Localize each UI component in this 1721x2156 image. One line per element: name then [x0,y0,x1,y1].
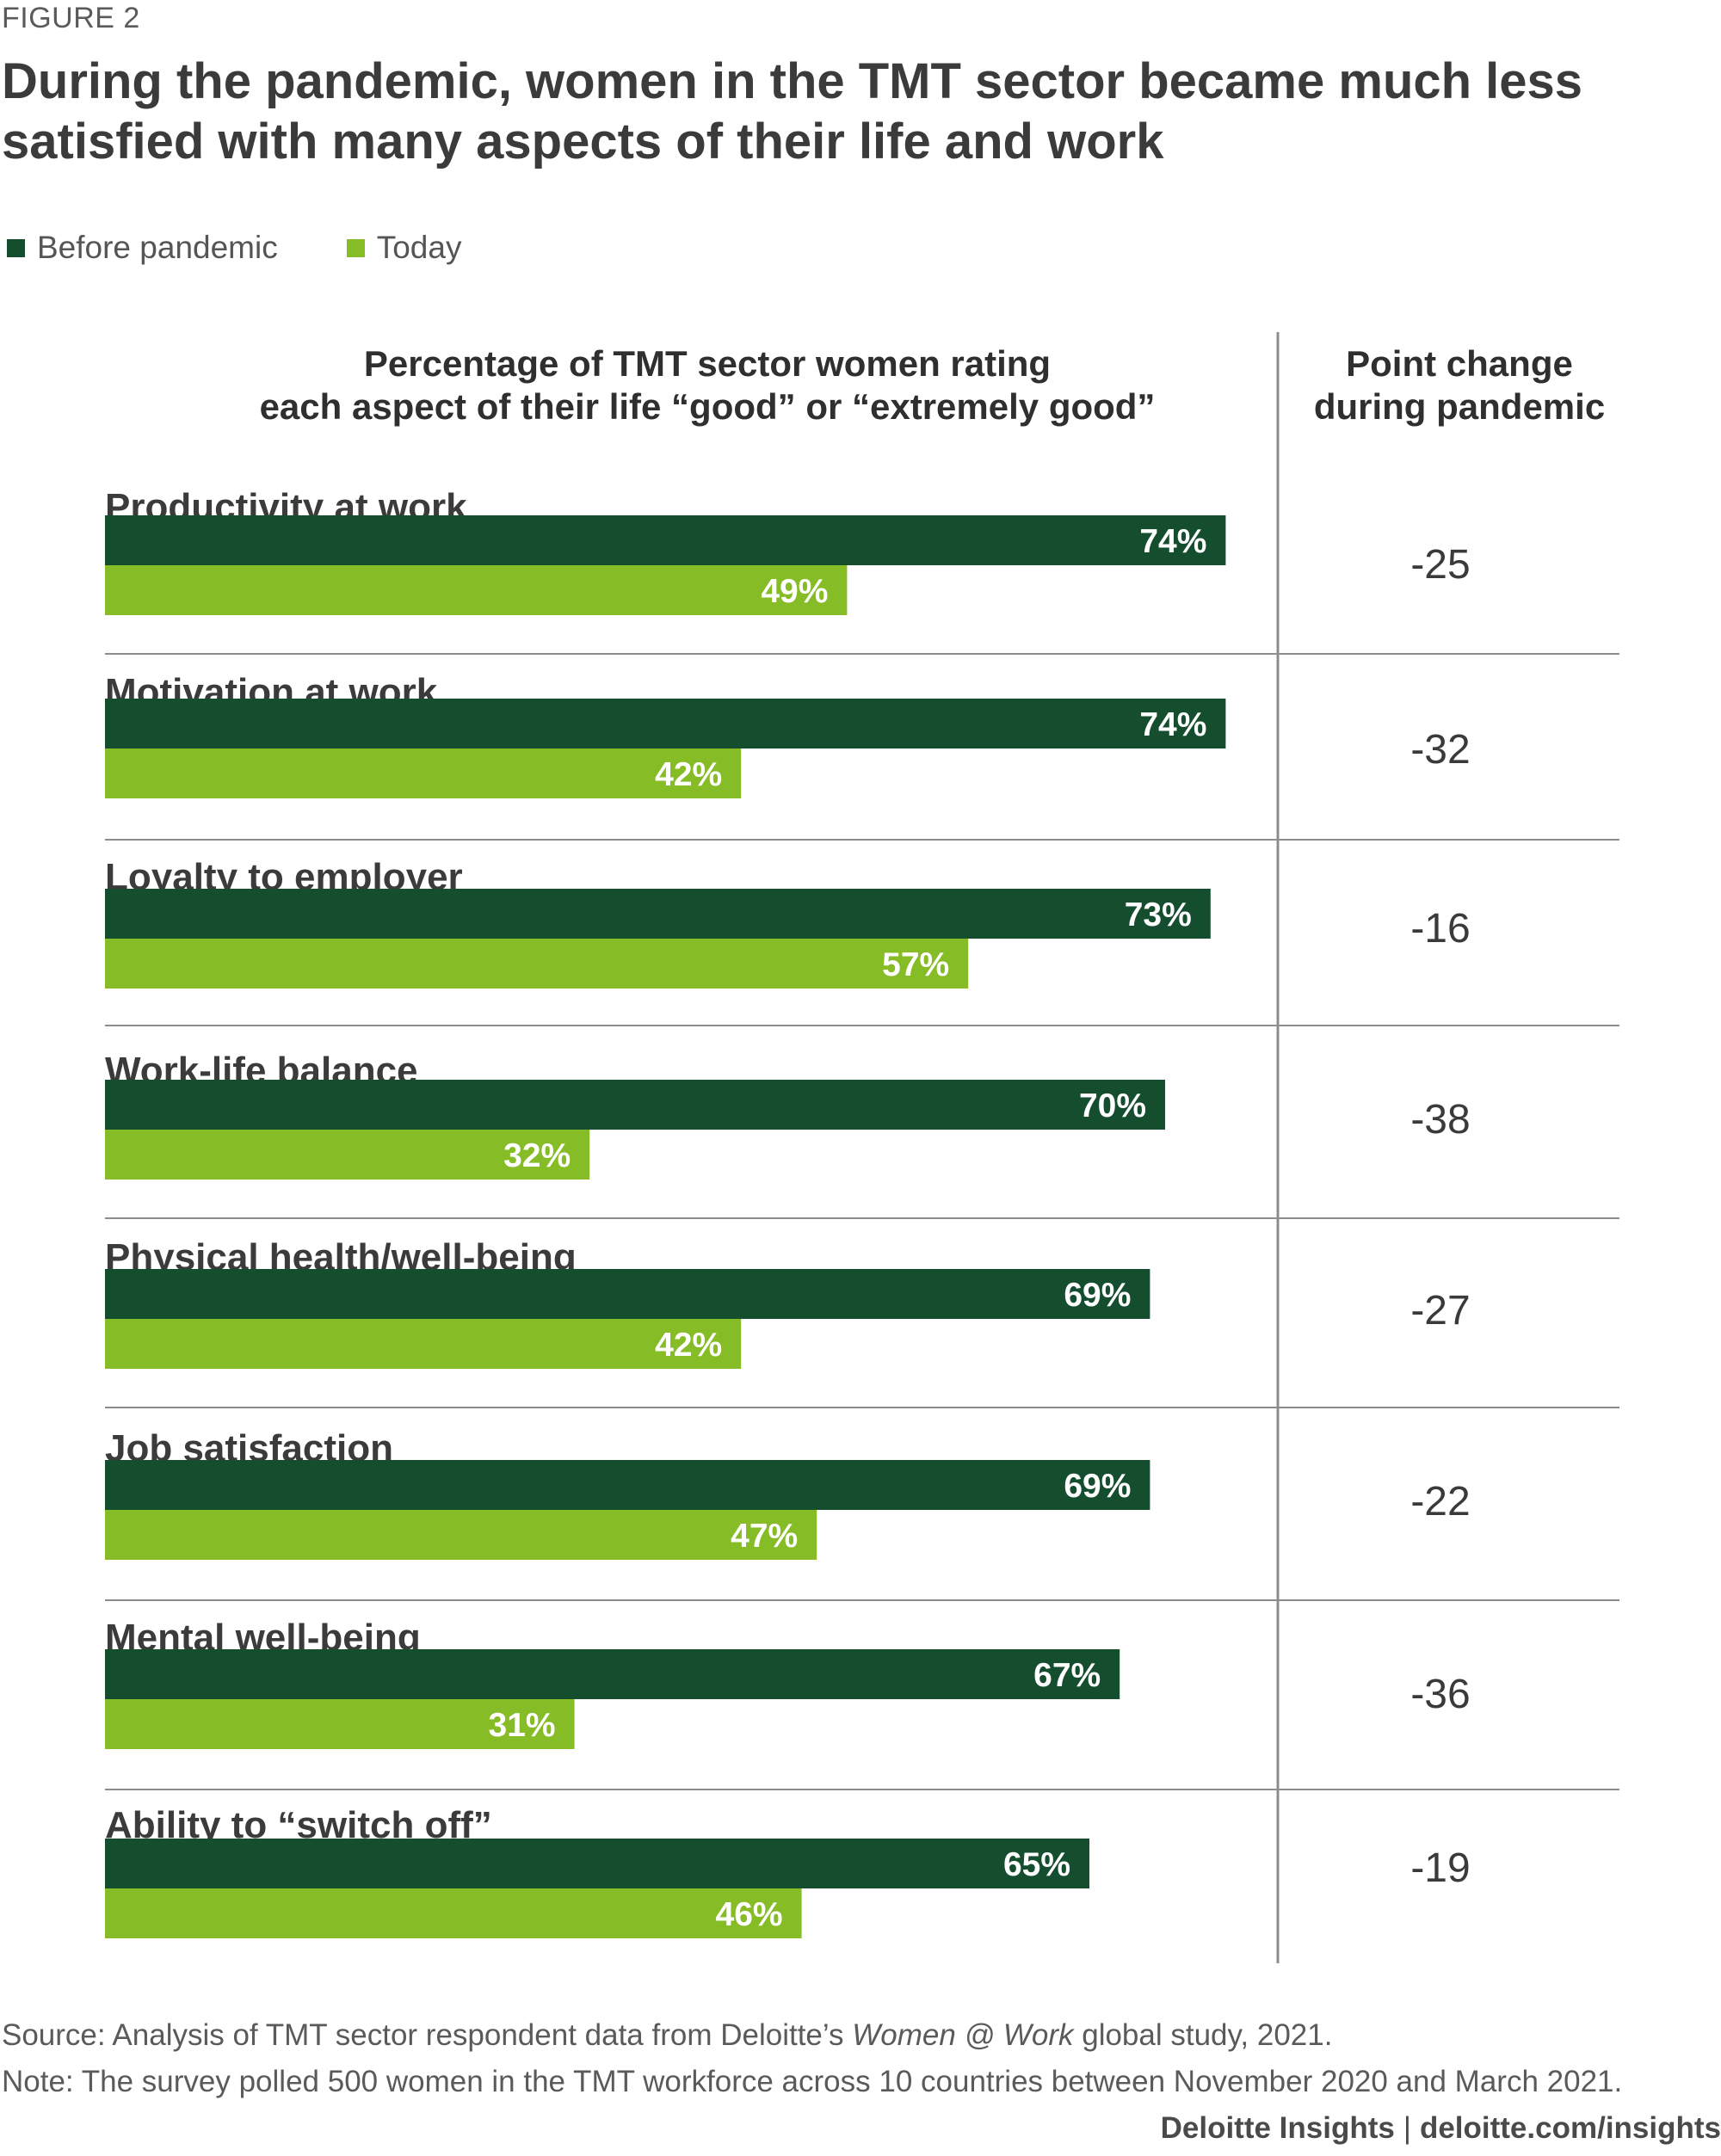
legend-label-today: Today [376,230,462,265]
value-label-today: 31% [489,1707,556,1744]
legend-item-before: Before pandemic [7,230,278,266]
bar-chart: Productivity at work74%49%-25Motivation … [105,332,1619,1963]
column-header-point-change: Point change during pandemic [1279,342,1640,428]
source-suffix: global study, 2021. [1073,2018,1333,2052]
bar-today [105,1510,817,1560]
bar-today [105,1130,590,1180]
legend-item-today: Today [346,230,462,266]
value-label-before: 74% [1139,706,1206,743]
value-label-before: 74% [1139,523,1206,560]
bar-before-pandemic [105,1080,1165,1130]
bar-today [105,748,742,798]
point-change-value: -25 [1410,542,1470,588]
value-label-today: 49% [761,573,828,610]
source-note: Source: Analysis of TMT sector responden… [2,2018,1332,2053]
legend-label-before: Before pandemic [37,230,278,265]
column-header-point-change-line1: Point change [1346,343,1573,384]
value-label-before: 70% [1079,1087,1146,1124]
bar-before-pandemic [105,889,1211,939]
value-label-today: 42% [655,756,722,793]
point-change-value: -27 [1410,1288,1470,1334]
bar-today [105,1888,802,1938]
value-label-today: 46% [716,1896,783,1933]
bar-before-pandemic [105,699,1226,748]
value-label-before: 73% [1125,896,1192,933]
credit-separator: | [1403,2111,1411,2145]
legend-swatch-before [7,238,25,257]
bar-today [105,1699,575,1749]
point-change-value: -38 [1410,1097,1470,1143]
value-label-today: 57% [882,946,949,983]
value-label-before: 69% [1064,1468,1131,1505]
chart-title: During the pandemic, women in the TMT se… [2,53,1583,169]
bar-today [105,565,848,615]
legend: Before pandemic Today [7,229,530,267]
point-change-value: -32 [1410,727,1470,773]
value-label-before: 67% [1033,1657,1101,1694]
legend-swatch-today [346,238,365,257]
point-change-value: -16 [1410,906,1470,952]
point-change-value: -22 [1410,1479,1470,1525]
bar-before-pandemic [105,1269,1150,1319]
bar-today [105,939,969,989]
point-change-value: -19 [1410,1845,1470,1891]
column-header-percentage-line1: Percentage of TMT sector women rating [363,343,1052,384]
figure-label: FIGURE 2 [2,2,140,34]
value-label-today: 47% [731,1518,798,1555]
source-prefix: Source: Analysis of TMT sector responden… [2,2018,853,2052]
bar-before-pandemic [105,1649,1120,1699]
value-label-today: 42% [655,1327,722,1364]
point-change-value: -36 [1410,1672,1470,1717]
value-label-before: 65% [1003,1846,1070,1883]
bar-today [105,1319,742,1369]
column-header-percentage-line2: each aspect of their life “good” or “ext… [259,386,1156,427]
brand-name: Deloitte Insights [1160,2111,1395,2145]
value-label-before: 69% [1064,1277,1131,1314]
survey-note: Note: The survey polled 500 women in the… [2,2065,1623,2098]
column-header-point-change-line2: during pandemic [1313,386,1606,427]
credit: Deloitte Insights | deloitte.com/insights [1161,2111,1721,2146]
bar-before-pandemic [105,1460,1150,1510]
source-study-name: Women @ Work [852,2018,1074,2052]
brand-url: deloitte.com/insights [1419,2111,1721,2145]
bar-before-pandemic [105,1839,1089,1888]
bar-before-pandemic [105,515,1226,565]
column-header-percentage: Percentage of TMT sector women rating ea… [105,342,1310,428]
value-label-today: 32% [503,1137,571,1174]
